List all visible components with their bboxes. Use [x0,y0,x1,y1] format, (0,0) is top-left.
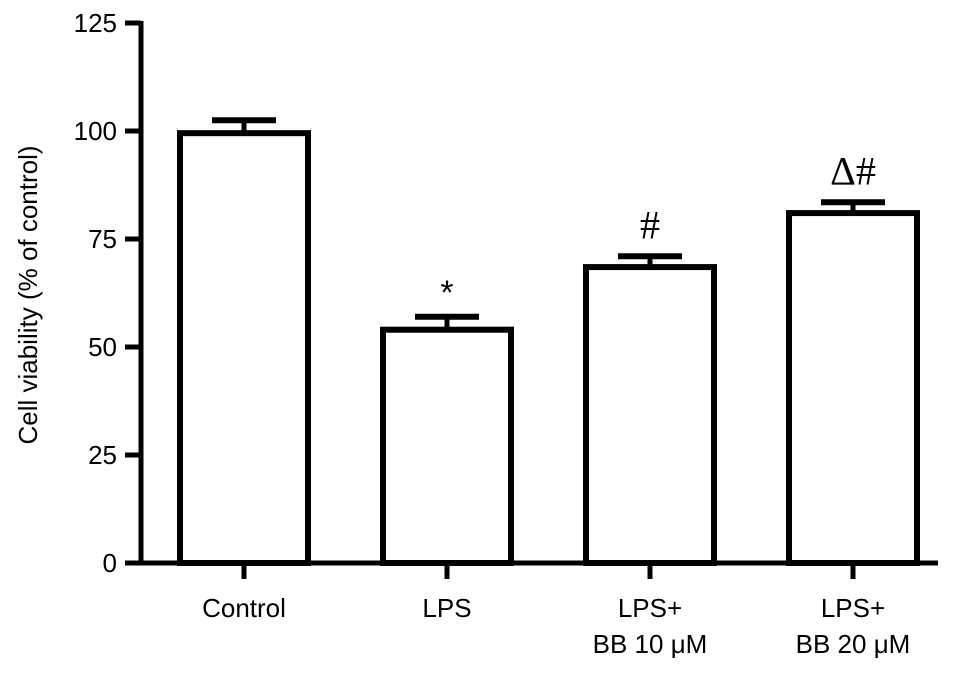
x-tick-label: LPS+ [618,593,682,623]
y-tick-label: 0 [103,548,117,578]
x-tick-label: LPS+ [821,593,885,623]
significance-label: # [640,202,660,247]
bar [380,326,514,566]
x-tick-label: Control [202,593,286,623]
y-tick-label: 125 [74,8,117,38]
significance-label: * [440,274,453,312]
x-tick-label: BB 20 μM [796,629,911,659]
labels: 0 25 50 75 100 125 Cell viability (% of contro… [13,8,910,659]
bar [583,264,717,566]
significance-label: Δ# [830,148,876,193]
x-tick-label: LPS [422,593,471,623]
y-tick-label: 100 [74,116,117,146]
x-tick-label: BB 10 μM [593,629,708,659]
bar [786,210,920,567]
bar [177,130,311,566]
y-axis-title: Cell viability (% of control) [13,145,43,444]
y-tick-label: 25 [88,440,117,470]
y-tick-label: 50 [88,332,117,362]
y-tick-label: 75 [88,224,117,254]
bars [177,117,920,567]
